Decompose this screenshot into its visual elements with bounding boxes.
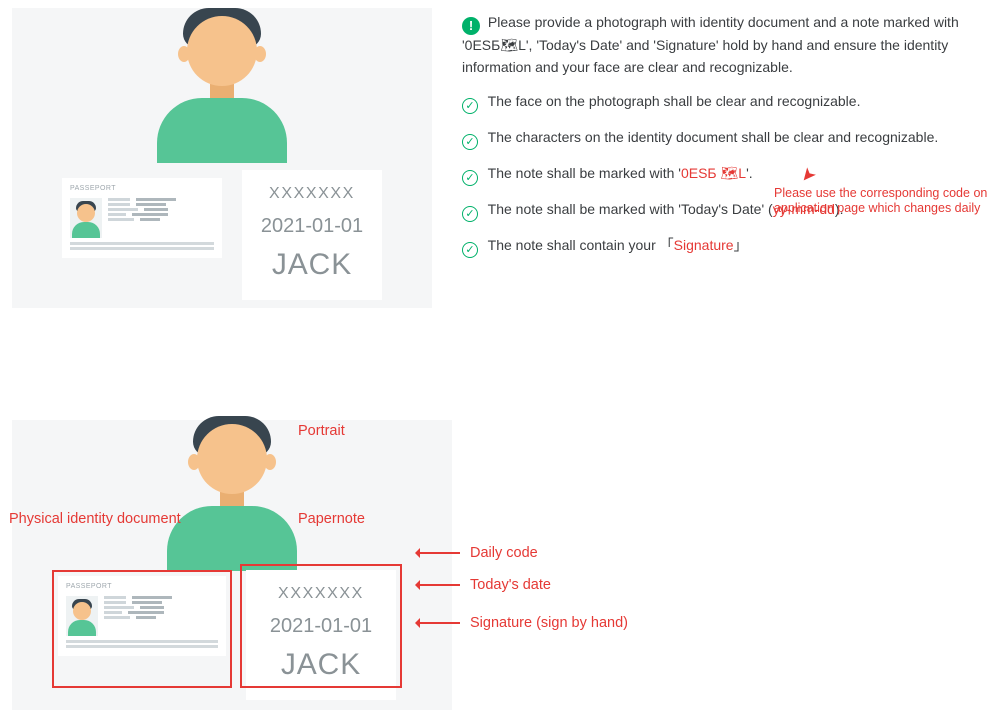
arrow-todays-date: Today's date [416,574,551,596]
main-instruction-text: Please provide a photograph with identit… [462,14,959,75]
main-instruction: ! Please provide a photograph with ident… [462,12,976,78]
passport-title: PASSEPORT [70,184,214,195]
bullet-5: ✓ The note shall contain your 「Signature… [462,235,976,258]
info-icon: ! [462,17,480,35]
bullet-5-post: 」 [734,237,748,253]
bullet-4-pre: The note shall be marked with 'Today's D… [488,201,773,217]
instruction-section-1: PASSEPORT XXXXXXX 2021-01-01 JACK [0,0,988,322]
overlay-note: Please use the corresponding code on app… [774,186,988,216]
label-papernote: Papernote [298,508,365,530]
red-box-passport [52,570,232,688]
note-date: 2021-01-01 [256,211,368,242]
bullet-5-sig: Signature [674,237,734,253]
check-icon: ✓ [462,242,478,258]
check-icon: ✓ [462,134,478,150]
passport-graphic: PASSEPORT [62,178,222,258]
illustration-box-2: PASSEPORT XXXXXXX [12,420,452,710]
portrait-graphic [167,424,297,571]
red-box-note [240,564,402,688]
label-daily-code: Daily code [470,542,538,564]
arrow-icon [416,584,460,586]
note-card-graphic: XXXXXXX 2021-01-01 JACK [242,170,382,300]
bullet-2-text: The characters on the identity document … [488,129,939,145]
label-todays-date: Today's date [470,574,551,596]
label-signature: Signature (sign by hand) [470,612,628,634]
annotated-wrapper: PASSEPORT XXXXXXX [12,380,452,710]
note-code: XXXXXXX [256,182,368,207]
check-icon: ✓ [462,206,478,222]
arrow-icon [416,552,460,554]
note-signature: JACK [256,242,368,289]
arrow-daily-code: Daily code [416,542,538,564]
illustration-box-1: PASSEPORT XXXXXXX 2021-01-01 JACK [12,8,432,308]
bullet-1-text: The face on the photograph shall be clea… [488,93,861,109]
bullet-3: ✓ The note shall be marked with '0ESБ 🗺L… [462,163,976,186]
label-portrait: Portrait [298,420,345,442]
annotated-section-2: PASSEPORT XXXXXXX [0,372,988,724]
check-icon: ✓ [462,98,478,114]
portrait-graphic [157,16,287,163]
check-icon: ✓ [462,170,478,186]
bullet-2: ✓ The characters on the identity documen… [462,127,976,150]
bullet-1: ✓ The face on the photograph shall be cl… [462,91,976,114]
instructions-text: ! Please provide a photograph with ident… [462,8,976,308]
bullet-5-pre: The note shall contain your 「 [488,237,674,253]
label-physical-doc: Physical identity document [9,508,181,530]
bullet-3-pre: The note shall be marked with ' [488,165,681,181]
arrow-icon [416,622,460,624]
bullet-3-post: '. [746,165,753,181]
arrow-signature: Signature (sign by hand) [416,612,628,634]
bullet-3-code: 0ESБ 🗺L [681,165,746,181]
